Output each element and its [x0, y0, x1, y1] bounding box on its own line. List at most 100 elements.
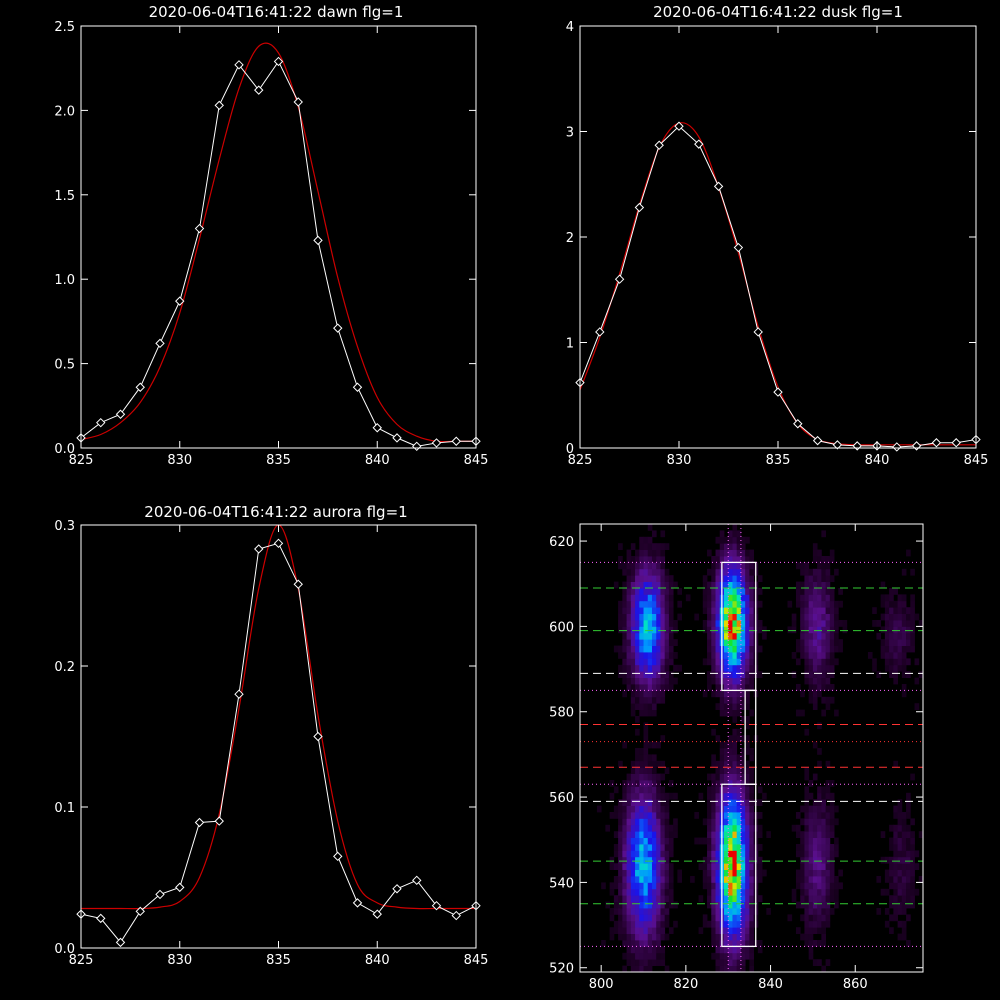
heatmap-cell: [812, 863, 818, 870]
heatmap-cell: [732, 735, 738, 742]
heatmap-cell: [736, 536, 742, 544]
heatmap-cell: [626, 549, 632, 557]
heatmap-cell: [626, 792, 632, 800]
heatmap-cell: [723, 639, 729, 646]
heatmap-cell: [910, 645, 915, 653]
heatmap-cell: [740, 773, 746, 781]
heatmap-cell: [893, 812, 898, 819]
heatmap-cell: [664, 818, 670, 826]
heatmap-cell: [702, 837, 708, 845]
heatmap-cell: [825, 626, 831, 634]
heatmap-cell: [800, 690, 805, 698]
heatmap-cell: [812, 645, 818, 653]
heatmap-cell: [834, 620, 839, 627]
heatmap-cell: [639, 805, 644, 813]
heatmap-cell: [812, 549, 818, 557]
heatmap-cell: [817, 677, 822, 685]
heatmap-cell: [711, 831, 716, 838]
heatmap-cell: [817, 818, 822, 826]
heatmap-cell: [740, 792, 746, 800]
heatmap-cell: [740, 735, 746, 742]
heatmap-cell: [711, 805, 716, 813]
heatmap-cell: [821, 933, 827, 941]
heatmap-cell: [906, 914, 911, 922]
heatmap-cell: [651, 632, 657, 640]
heatmap-cell: [749, 786, 755, 794]
heatmap-cell: [897, 658, 903, 666]
heatmap-cell: [707, 792, 712, 800]
heatmap-cell: [656, 696, 661, 704]
heatmap-cell: [668, 600, 674, 608]
heatmap-cell: [906, 876, 911, 883]
heatmap-cell: [910, 632, 915, 640]
heatmap-cell: [872, 664, 877, 672]
heatmap-cell: [643, 940, 649, 947]
heatmap-cell: [651, 876, 657, 883]
heatmap-cell: [613, 908, 619, 915]
heatmap-cell: [647, 844, 653, 851]
heatmap-cell: [821, 863, 827, 870]
heatmap-cell: [635, 626, 640, 634]
heatmap-cell: [745, 748, 750, 755]
heatmap-cell: [884, 632, 890, 640]
heatmap-cell: [745, 856, 750, 864]
heatmap-cell: [749, 549, 755, 557]
heatmap-cell: [647, 933, 653, 941]
heatmap-cell: [728, 927, 733, 934]
dusk-data-point: [634, 202, 645, 213]
heatmap-cell: [626, 959, 632, 966]
heatmap-cell: [715, 575, 721, 582]
heatmap-cell: [639, 581, 644, 589]
heatmap-cell: [910, 607, 915, 614]
heatmap-cell: [643, 722, 649, 730]
heatmap-cell: [660, 671, 666, 678]
heatmap-cell: [897, 933, 903, 941]
heatmap-cell: [736, 895, 742, 902]
heatmap-cell: [626, 556, 632, 563]
heatmap-cell: [736, 824, 742, 832]
heatmap-cell: [728, 869, 733, 877]
heatmap-cell: [829, 684, 835, 691]
heatmap-cell: [651, 831, 657, 838]
heatmap-cell: [664, 895, 670, 902]
heatmap-cell: [715, 920, 721, 928]
heatmap-cell: [740, 543, 746, 550]
heatmap-cell: [694, 837, 699, 845]
heatmap-cell: [728, 530, 733, 538]
heatmap-cell: [736, 703, 742, 710]
heatmap-cell: [749, 581, 755, 589]
heatmap-cell: [660, 543, 666, 550]
heatmap-cell: [825, 824, 831, 832]
heatmap-cell: [910, 888, 915, 896]
dusk-data-point: [595, 327, 605, 337]
heatmap-cell: [749, 850, 755, 858]
heatmap-cell: [808, 792, 814, 800]
heatmap-cell: [613, 645, 619, 653]
heatmap-cell: [736, 600, 742, 608]
heatmap-cell: [897, 824, 903, 832]
heatmap-cell: [626, 908, 632, 915]
heatmap-cell: [711, 581, 716, 589]
heatmap-cell: [889, 632, 894, 640]
heatmap-cell: [622, 818, 627, 826]
heatmap-cell: [914, 613, 920, 621]
heatmap-cell: [622, 632, 627, 640]
heatmap-cell: [800, 888, 805, 896]
heatmap-cell: [897, 664, 903, 672]
heatmap-cell: [808, 888, 814, 896]
heatmap-cell: [745, 786, 750, 794]
heatmap-cell: [812, 613, 818, 621]
dawn-y-tick-label: 2.5: [54, 20, 75, 35]
heatmap-cell: [821, 882, 827, 890]
heatmap-cell: [804, 652, 810, 659]
heatmap-cell: [651, 620, 657, 627]
heatmap-cell: [639, 639, 644, 646]
heatmap-cell: [732, 940, 738, 947]
dusk-chart-title: 2020-06-04T16:41:22 dusk flg=1: [653, 3, 903, 21]
heatmap-cell: [732, 812, 738, 819]
heatmap-cell: [808, 869, 814, 877]
heatmap-cell: [829, 799, 835, 806]
heatmap-cell: [876, 620, 882, 627]
heatmap-cell: [893, 863, 898, 870]
heatmap-cell: [711, 607, 716, 614]
